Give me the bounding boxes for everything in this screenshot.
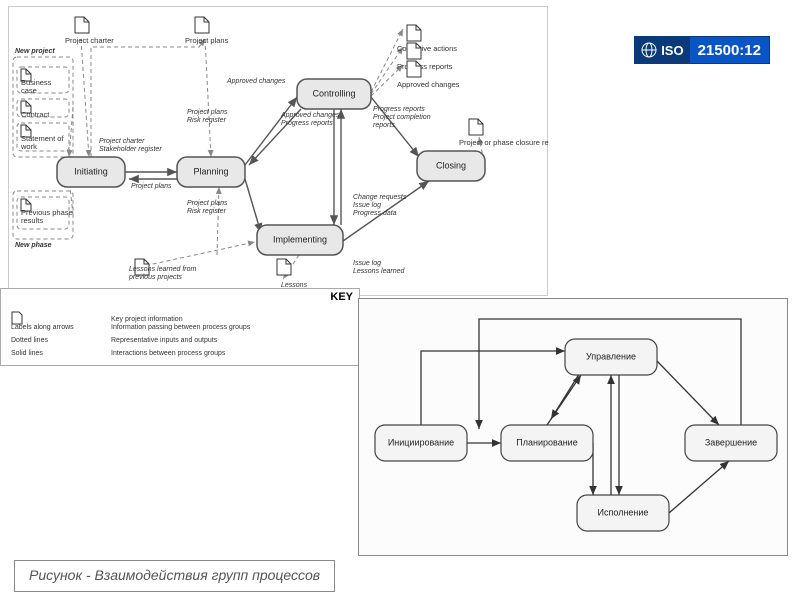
doc-node-label: Project charter bbox=[65, 36, 114, 45]
process-group-label: Initiating bbox=[74, 166, 108, 176]
top-diagram-svg: New project New phase Project charter Proje… bbox=[9, 7, 549, 297]
process-group-label: Closing bbox=[436, 160, 466, 170]
flow-label: Issue log bbox=[353, 260, 381, 267]
doc-node-label: work bbox=[20, 142, 37, 151]
flow-label: Progress data bbox=[353, 210, 397, 217]
key-row: Labels along arrowsInformation passing b… bbox=[11, 324, 250, 331]
caption-text: Рисунок - Взаимодействия групп процессов bbox=[29, 567, 320, 583]
key-row-left: Dotted lines bbox=[11, 337, 111, 344]
caption-box: Рисунок - Взаимодействия групп процессов bbox=[14, 560, 335, 592]
flow-label: Project plans bbox=[131, 183, 172, 190]
key-row-left: Labels along arrows bbox=[11, 324, 111, 331]
flow-label: Approved changes bbox=[280, 112, 340, 119]
key-panel: KEY Key project informationLabels along … bbox=[0, 288, 360, 366]
process-box-label: Завершение bbox=[705, 437, 757, 447]
key-row-left: Solid lines bbox=[11, 350, 111, 357]
flow-label: Approved changes bbox=[226, 78, 286, 85]
flow-label: Progress reports bbox=[373, 106, 425, 113]
doc-node-label: Project or phase closure report bbox=[459, 138, 549, 147]
doc-node-label: Progress reports bbox=[397, 62, 453, 71]
key-row-right: Representative inputs and outputs bbox=[111, 337, 217, 344]
iso-right-text: 21500:12 bbox=[698, 42, 761, 59]
flow-label: previous projects bbox=[128, 274, 182, 281]
flow-label: Lessons learned bbox=[353, 268, 405, 275]
key-row: Dotted linesRepresentative inputs and ou… bbox=[11, 337, 217, 344]
flow-label: Issue log bbox=[353, 202, 381, 209]
top-process-diagram: New project New phase Project charter Proje… bbox=[8, 6, 548, 296]
bottom-process-diagram: Инициирование Планирование Управление Испол… bbox=[358, 298, 788, 556]
doc-node-label: Project plans bbox=[185, 36, 229, 45]
iso-badge-left: ISO bbox=[635, 37, 689, 63]
process-box-label: Исполнение bbox=[598, 507, 649, 517]
doc-node-label: Approved changes bbox=[397, 80, 460, 89]
key-row-right: Interactions between process groups bbox=[111, 350, 225, 357]
flow-label: Change requests bbox=[353, 194, 407, 201]
process-group-label: Controlling bbox=[312, 88, 355, 98]
key-row-right: Key project information bbox=[111, 316, 183, 323]
process-box-label: Инициирование bbox=[388, 437, 454, 447]
flow-label: Project completion bbox=[373, 114, 431, 121]
iso-badge-right: 21500:12 bbox=[690, 37, 769, 63]
process-box-label: Управление bbox=[586, 351, 636, 361]
dashed-container-label: New phase bbox=[15, 242, 52, 249]
process-box-label: Планирование bbox=[516, 437, 577, 447]
process-group-label: Implementing bbox=[273, 234, 327, 244]
flow-label: Stakeholder register bbox=[99, 146, 162, 153]
flow-label: Risk register bbox=[187, 208, 227, 215]
flow-label: Progress reports bbox=[281, 120, 333, 127]
flow-label: Project plans bbox=[187, 109, 228, 116]
flow-label: Risk register bbox=[187, 117, 227, 124]
doc-node-label: case bbox=[21, 86, 37, 95]
bottom-diagram-svg: Инициирование Планирование Управление Испол… bbox=[359, 299, 789, 557]
process-group-label: Planning bbox=[193, 166, 228, 176]
doc-node-label: Contract bbox=[21, 110, 50, 119]
iso-badge: ISO 21500:12 bbox=[634, 36, 770, 64]
flow-label: reports bbox=[373, 122, 395, 129]
dashed-container-label: New project bbox=[15, 48, 55, 55]
iso-left-text: ISO bbox=[661, 43, 683, 58]
doc-node-label: results bbox=[21, 216, 43, 225]
globe-icon bbox=[641, 42, 657, 58]
flow-label: Lessons learned from bbox=[129, 266, 196, 273]
doc-node-label: Corrective actions bbox=[397, 44, 457, 53]
key-title: KEY bbox=[330, 291, 353, 303]
canvas: ISO 21500:12 New project New phase Project… bbox=[0, 0, 800, 600]
key-row-right: Information passing between process grou… bbox=[111, 324, 250, 331]
flow-label: Project charter bbox=[99, 138, 145, 145]
key-row: Solid linesInteractions between process … bbox=[11, 350, 225, 357]
flow-label: Project plans bbox=[187, 200, 228, 207]
